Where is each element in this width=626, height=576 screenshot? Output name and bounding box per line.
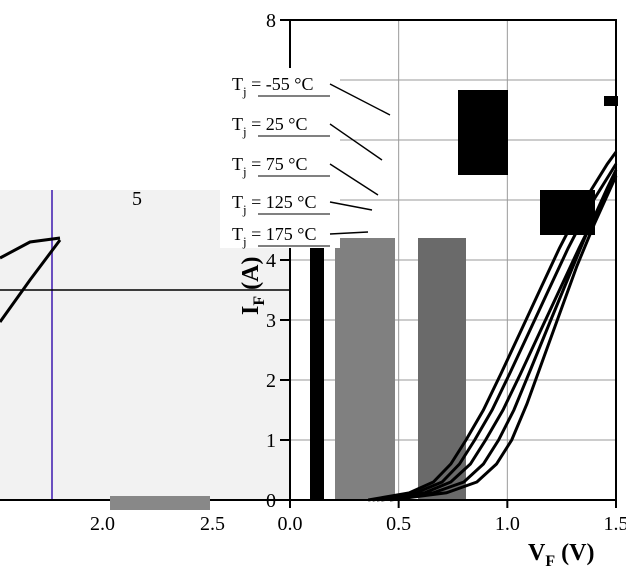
y-tick-label-2: 2 — [266, 370, 276, 392]
x-tick-label-2: 1.0 — [495, 513, 520, 535]
legend-leader-1 — [329, 123, 383, 161]
band-4 — [458, 90, 508, 175]
band-1 — [310, 190, 324, 500]
legend-leader-0 — [329, 83, 391, 116]
x-tick-label-3: 1.5 — [604, 513, 626, 535]
series-line-2 — [376, 175, 618, 502]
legend-leader-4 — [329, 231, 369, 235]
x-axis-title: VF (V) — [528, 540, 594, 570]
y-tick-label-3: 3 — [266, 310, 276, 332]
fragment-curve-lower — [0, 239, 62, 323]
legend-background — [220, 68, 340, 248]
y-tick-label-1: 1 — [266, 430, 276, 452]
stray-tick-label-1: 5 — [132, 188, 142, 210]
x-tick-label-1: 0.5 — [386, 513, 411, 535]
legend-leader-2 — [329, 163, 379, 196]
band-2 — [335, 238, 395, 500]
band-6 — [604, 96, 618, 106]
legend-entry-2: Tj = 75 °C — [232, 154, 307, 179]
legend-entry-1: Tj = 25 °C — [232, 114, 307, 139]
series-line-0 — [389, 175, 618, 502]
legend-entry-3: Tj = 125 °C — [232, 192, 316, 217]
legend-leader-3 — [329, 201, 373, 211]
legend-entry-4: Tj = 175 °C — [232, 224, 316, 249]
fragment-block — [110, 496, 210, 510]
legend: Tj = -55 °C Tj = 25 °C Tj = 75 °C Tj = 125 … — [220, 68, 391, 249]
series-line-4 — [367, 151, 618, 502]
fragment-curve-upper — [0, 236, 61, 260]
y-tick-label-4: 4 — [266, 250, 276, 272]
band-3 — [418, 238, 466, 500]
y-tick-label-0: 0 — [266, 490, 276, 512]
y-tick-label-8: 8 — [266, 10, 276, 32]
axis-ticks: 0.00.51.01.5012345678 — [266, 10, 626, 535]
stray-tick-label-3: 2.5 — [200, 513, 225, 535]
series-line-3 — [372, 163, 618, 502]
y-axis-title: IF (A) — [238, 257, 268, 315]
stray-tick-label-2: 2.0 — [90, 513, 115, 535]
legend-entry-0: Tj = -55 °C — [232, 74, 313, 99]
x-tick-label-0: 0.0 — [278, 513, 303, 535]
data-series — [367, 151, 618, 502]
